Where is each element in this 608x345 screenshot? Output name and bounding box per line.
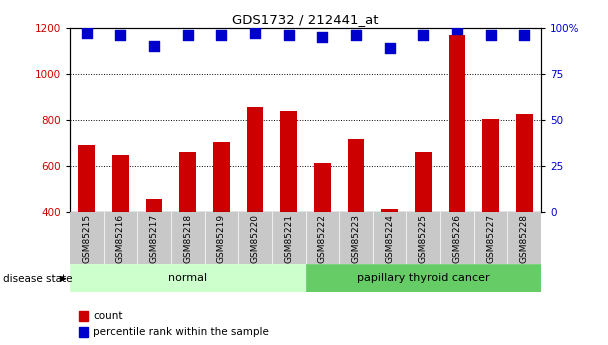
Text: GSM85217: GSM85217 (150, 214, 159, 263)
Bar (146, 199, 162, 212)
Point (519, 32, 529, 38)
Text: GSM85228: GSM85228 (520, 214, 529, 263)
Text: GSM85224: GSM85224 (385, 214, 394, 263)
Text: GSM85218: GSM85218 (183, 214, 192, 263)
Text: GSM85227: GSM85227 (486, 214, 495, 263)
Text: GSM85222: GSM85222 (318, 214, 327, 263)
Text: GSM85221: GSM85221 (284, 214, 293, 263)
Point (149, 43, 159, 49)
Text: GSM85215: GSM85215 (82, 214, 91, 263)
Point (250, 30, 260, 36)
Text: disease state: disease state (3, 274, 72, 284)
Point (183, 32, 193, 38)
Title: GDS1732 / 212441_at: GDS1732 / 212441_at (232, 13, 379, 27)
Text: percentile rank within the sample: percentile rank within the sample (93, 327, 269, 337)
Text: papillary thyroid cancer: papillary thyroid cancer (357, 273, 489, 283)
Bar (449, 35, 465, 212)
Point (284, 32, 294, 38)
Point (116, 32, 125, 38)
Bar (280, 111, 297, 212)
Text: GSM85225: GSM85225 (419, 214, 428, 263)
Text: GSM85216: GSM85216 (116, 214, 125, 263)
Point (385, 45, 395, 51)
Bar (112, 155, 129, 212)
FancyBboxPatch shape (305, 264, 541, 292)
Point (418, 32, 428, 38)
Point (351, 32, 361, 38)
Bar (179, 152, 196, 212)
Text: normal: normal (168, 273, 207, 283)
Point (216, 32, 226, 38)
Bar (78, 145, 95, 212)
Point (82, 30, 92, 36)
Bar (482, 119, 499, 212)
Bar (314, 163, 331, 212)
Text: GSM85226: GSM85226 (452, 214, 461, 263)
FancyBboxPatch shape (70, 264, 305, 292)
Bar (415, 152, 432, 212)
Bar (247, 107, 263, 212)
Bar (213, 142, 230, 212)
Text: GSM85223: GSM85223 (351, 214, 361, 263)
Text: GSM85220: GSM85220 (250, 214, 260, 263)
Point (452, 27, 462, 32)
Text: GSM85219: GSM85219 (217, 214, 226, 263)
Bar (348, 139, 364, 212)
Point (486, 32, 496, 38)
Bar (381, 209, 398, 212)
Point (317, 34, 327, 40)
Bar (516, 114, 533, 212)
Text: count: count (93, 311, 123, 321)
